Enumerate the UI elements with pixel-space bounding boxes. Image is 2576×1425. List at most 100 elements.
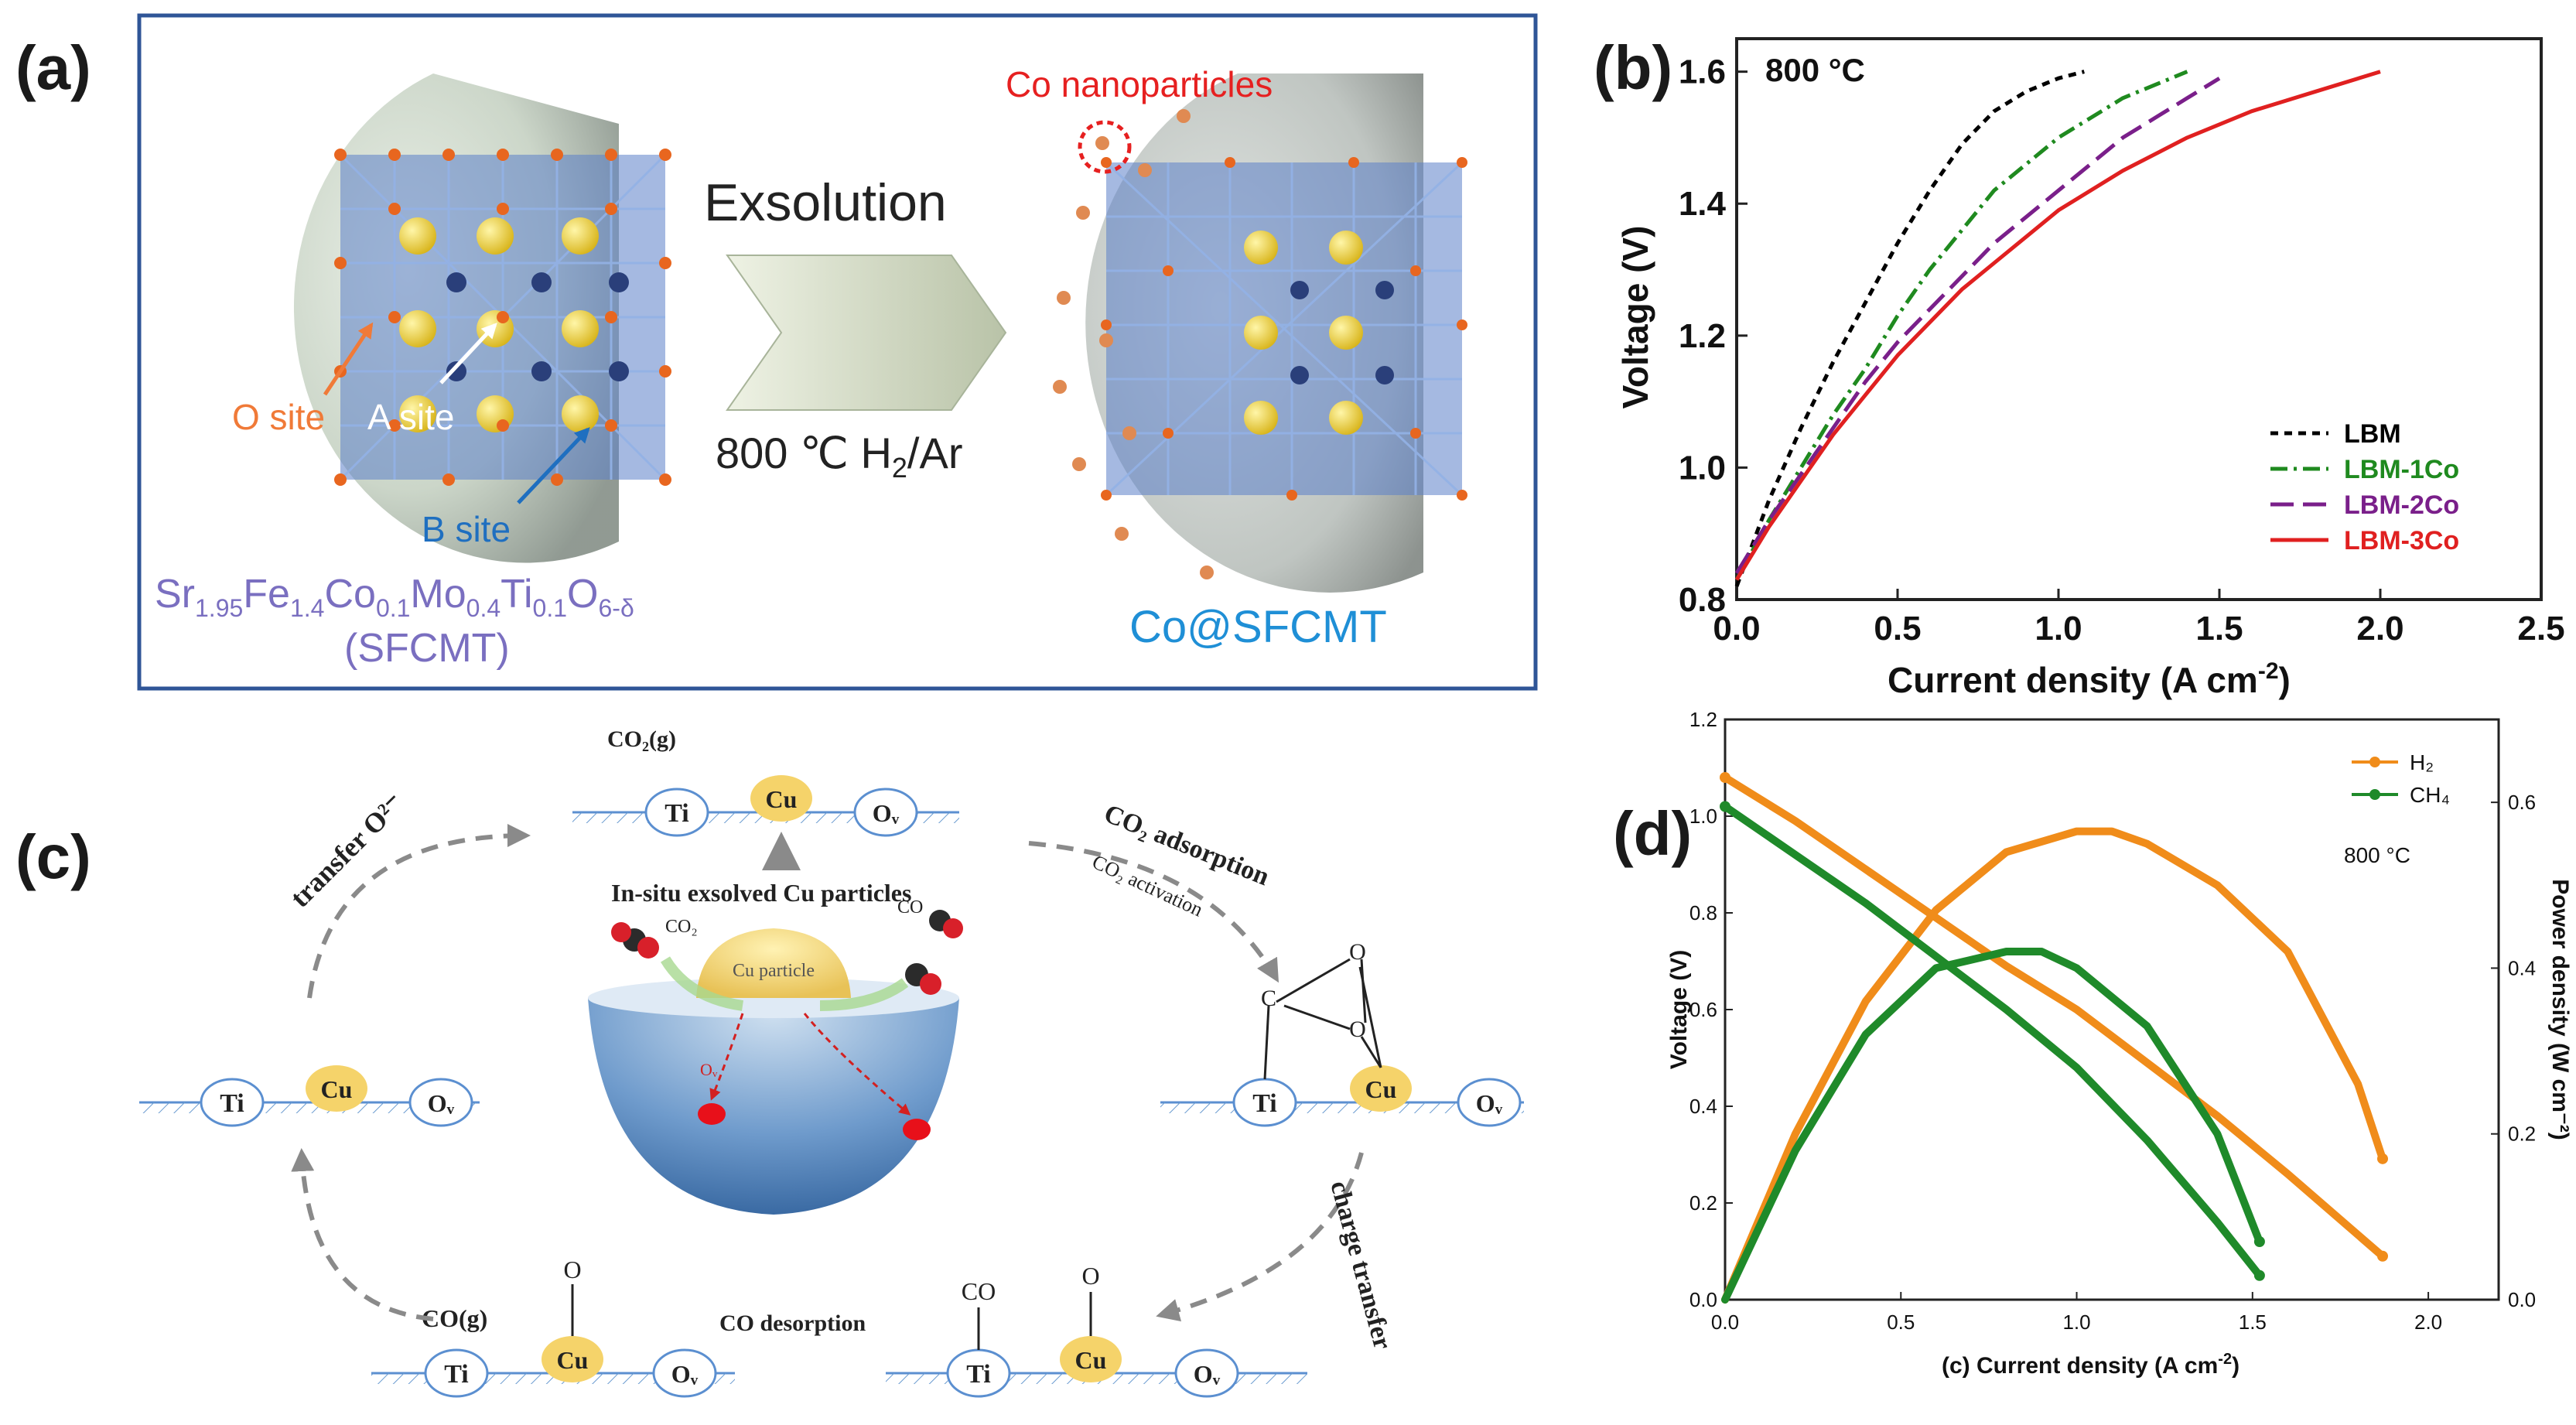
chart-b-xtick-label: 1.5: [2195, 610, 2243, 648]
chart-d-xtick-label: 1.5: [2239, 1311, 2267, 1334]
chart-b-xtick-label: 1.0: [2034, 610, 2082, 648]
chart-d-legend-marker: [2369, 789, 2380, 800]
bl-ov: Oᵥ: [671, 1360, 699, 1388]
chart-d-ylabel-right: Power density (W cm⁻²): [2547, 879, 2573, 1140]
chart-b-legend: LBM LBM-1Co LBM-2Co LBM-3Co: [2270, 419, 2459, 555]
co-nanoparticles: [1053, 109, 1214, 579]
cu-particle-label: Cu particle: [733, 961, 815, 981]
co-small-label: CO: [897, 897, 923, 918]
chart-b-ytick-label: 1.6: [1679, 53, 1726, 91]
chart-d-plot-area: [1724, 718, 2500, 1301]
chart-b-ytick-label: 1.2: [1679, 317, 1726, 355]
br-o: O: [1081, 1262, 1099, 1290]
chart-b-legend-label: LBM-1Co: [2344, 455, 2459, 484]
chart-d-xtick-label: 2.0: [2414, 1311, 2442, 1334]
chart-b-ytick-label: 1.0: [1679, 449, 1726, 487]
b-site-arrow: [517, 427, 590, 504]
activated-o2: O: [1349, 1017, 1366, 1042]
chart-d-voltage-ch4: [1721, 802, 2263, 1280]
top-ti: Ti: [664, 799, 689, 828]
chart-d-legend-label: H₂: [2410, 750, 2434, 774]
chart-d-voltage-start-point: [1720, 801, 1730, 812]
activated-o1: O: [1349, 939, 1366, 965]
panel-a: (a): [15, 13, 1538, 691]
chart-b-label: (b): [1594, 33, 1672, 102]
surface-bottom-left: Ti Cu Oᵥ O CO(g): [371, 1256, 735, 1398]
charge-transfer-label: charge transfer: [1324, 1177, 1397, 1352]
chart-b-series-lbm: [1734, 70, 2085, 587]
chart-b-ylabel: Voltage (V): [1615, 226, 1655, 409]
chart-d-ytick-left-label: 0.2: [1689, 1191, 1717, 1215]
chart-b-xtick-label: 2.5: [2517, 610, 2564, 648]
chart-d-voltage-end-point: [2253, 1270, 2265, 1281]
chart-b-xlabel: Current density (A cm-2): [1888, 658, 2291, 700]
chart-d-label: (d): [1613, 799, 1692, 868]
activated-c: C: [1261, 986, 1276, 1011]
chart-d-xtick-label: 0.5: [1887, 1311, 1915, 1334]
chart-b: (b) 0.0 0.5 1.0 1.5 2.0 2.5 0.8 1.0 1.2 1.4 1.6 80…: [1594, 33, 2565, 700]
chart-d-legend: H₂ CH₄: [2352, 750, 2450, 807]
co-nanoparticle-highlight: [1078, 120, 1132, 174]
condition-label: 800 ℃ H2/Ar: [716, 429, 962, 484]
right-cu: Cu: [1365, 1075, 1397, 1103]
chart-d-legend-marker: [2369, 757, 2380, 767]
chart-d-xtick-label: 1.0: [2062, 1311, 2090, 1334]
chart-d-ytick-right-label: 0.4: [2508, 956, 2536, 979]
insitu-label: In-situ exsolved Cu particles: [611, 879, 911, 907]
chart-b-plot-area: [1735, 37, 2543, 601]
co2-small-label: CO₂: [665, 917, 698, 937]
chart-d-voltage-start-point: [1720, 772, 1730, 783]
chart-d-ytick-left-label: 0.8: [1689, 901, 1717, 924]
br-ti: Ti: [966, 1360, 991, 1389]
chart-b-ytick-label: 0.8: [1679, 581, 1726, 619]
chart-d-voltage-h2: [1721, 774, 2386, 1260]
chart-b-series-lbm-2co: [1734, 77, 2221, 575]
chart-d-ylabel-left: Voltage (V): [1666, 950, 1692, 1069]
transfer-o-arrow: [307, 824, 531, 999]
chart-b-xtick-label: 0.0: [1713, 610, 1760, 648]
bl-cu: Cu: [557, 1346, 589, 1374]
bl-o: O: [563, 1256, 581, 1283]
center-illustration: Cu particle CO₂ CO Oᵥ: [588, 897, 963, 1215]
transfer-o-label: transfer O²⁻: [284, 788, 410, 914]
chart-b-legend-label: LBM-3Co: [2344, 526, 2459, 555]
lattice-right: [1101, 157, 1467, 501]
chart-d: (d) 0.0 0.5 1.0 1.5 2.0 0.0 0.2 0.4 0.6 0.8 1.0 1.2…: [1613, 708, 2573, 1379]
surface-top: Ti Cu Oᵥ CO₂(g) In-situ exsolved Cu part…: [572, 726, 959, 907]
right-ov: Oᵥ: [1476, 1089, 1503, 1117]
chart-b-ytick-label: 1.4: [1679, 185, 1727, 223]
panel-a-label: (a): [15, 33, 91, 102]
chart-b-axes: 0.0 0.5 1.0 1.5 2.0 2.5 0.8 1.0 1.2 1.4 1.6: [1679, 53, 2565, 648]
chart-d-power-end-point: [2377, 1153, 2388, 1164]
co-desorption-label: CO desorption: [719, 1311, 866, 1336]
co-nanoparticles-label: Co nanoparticles: [1006, 64, 1273, 104]
panel-c-label: (c): [15, 822, 91, 891]
b-site-label: B site: [422, 509, 511, 549]
chart-d-voltage-end-point: [2377, 1250, 2388, 1262]
panel-c: (c) Ti Cu Oᵥ CO₂(g) In-situ exsolved Cu …: [15, 726, 1524, 1398]
chart-b-series-lbm-3co: [1734, 70, 2381, 581]
chart-d-xtick-label: 0.0: [1711, 1311, 1739, 1334]
chart-d-legend-label: CH₄: [2410, 783, 2450, 807]
chart-d-ytick-right-label: 0.6: [2508, 791, 2536, 814]
top-ov: Oᵥ: [873, 799, 900, 827]
ov-small-label: Oᵥ: [700, 1060, 718, 1079]
surface-bottom-right: Ti Cu Oᵥ CO O CO desorption: [719, 1262, 1307, 1398]
chart-d-ytick-left-label: 0.0: [1689, 1288, 1717, 1311]
chart-b-series: [1734, 70, 2381, 587]
chart-d-power-ch4: [1721, 948, 2263, 1304]
chart-d-series: [1720, 772, 2388, 1304]
chart-d-xlabel: (c) Current density (A cm-2): [1942, 1351, 2239, 1379]
chart-b-xtick-label: 0.5: [1874, 610, 1921, 648]
chart-d-ytick-left-label: 0.6: [1689, 998, 1717, 1021]
charge-transfer-arrow: [1156, 1152, 1364, 1322]
surface-right: Ti Cu Oᵥ C O O: [1160, 939, 1524, 1127]
chart-d-xlabel-prefix: (c): [1942, 1353, 1970, 1379]
chart-b-legend-label: LBM-2Co: [2344, 490, 2459, 520]
chart-b-legend-label: LBM: [2344, 419, 2401, 449]
chart-d-ytick-right-label: 0.0: [2508, 1288, 2536, 1311]
chart-b-xtick-label: 2.0: [2356, 610, 2403, 648]
chart-d-ytick-right-label: 0.2: [2508, 1123, 2536, 1146]
right-ti: Ti: [1252, 1089, 1277, 1118]
co2-g-label: CO₂(g): [607, 726, 676, 752]
